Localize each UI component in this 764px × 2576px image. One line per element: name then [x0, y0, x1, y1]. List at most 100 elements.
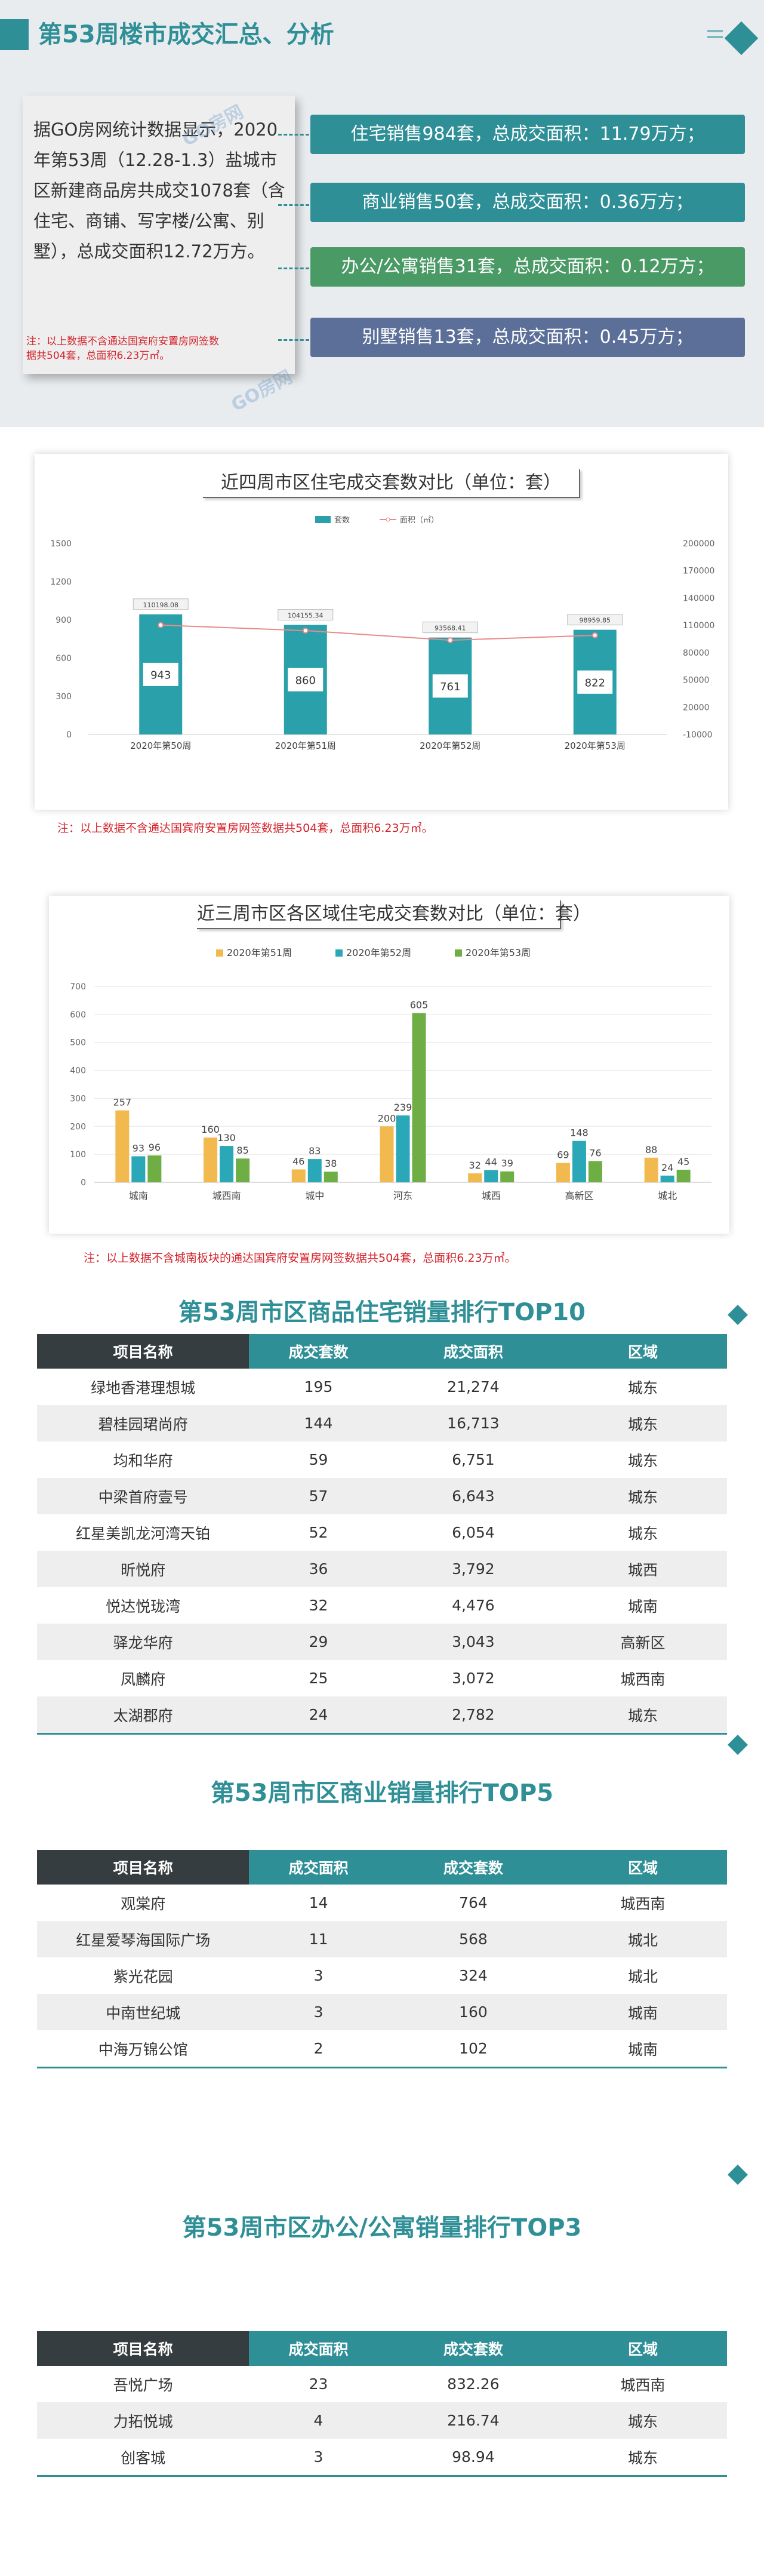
line-point	[447, 637, 454, 644]
y-tick-label: 500	[70, 1038, 86, 1048]
table-commercial-title: 第53周市区商业销量排行TOP5	[210, 1779, 554, 1807]
stat-pill-text: 商业销售50套，总成交面积：0.36万方；	[362, 192, 694, 213]
value-cell: 14	[249, 1885, 388, 1921]
area-line	[161, 624, 595, 641]
y-tick-label: 200	[70, 1122, 86, 1132]
chart-district-title: 近三周市区各区域住宅成交套数对比（单位：套）	[197, 900, 591, 929]
bar-value-label: 93	[133, 1142, 144, 1154]
bar	[484, 1170, 498, 1182]
legend-label: 2020年第52周	[346, 947, 411, 958]
district-cell: 城北	[558, 1921, 727, 1957]
value-cell: 568	[387, 1921, 559, 1957]
table-header: 成交面积	[249, 1850, 388, 1885]
value-cell: 832.26	[387, 2366, 559, 2402]
y2-tick-label: -10000	[683, 730, 713, 740]
table-header: 成交面积	[387, 1334, 559, 1369]
y-tick-label: 700	[70, 982, 86, 992]
table-row: 昕悦府 36 3,792 城西	[37, 1551, 727, 1587]
bar-value-box	[432, 674, 469, 699]
x-tick-label: 城西南	[212, 1190, 241, 1201]
bar-value-label: 45	[677, 1156, 689, 1167]
x-tick-label: 城中	[305, 1190, 324, 1201]
table-header: 成交套数	[387, 1850, 559, 1885]
table-row: 红星美凯龙河湾天铂 52 6,054 城东	[37, 1514, 727, 1551]
value-cell: 160	[387, 1994, 559, 2030]
value-cell: 2,782	[387, 1696, 559, 1735]
district-cell: 城西南	[558, 1885, 727, 1921]
value-cell: 764	[387, 1885, 559, 1921]
bar	[396, 1115, 410, 1182]
table-row: 观棠府 14 764 城西南	[37, 1885, 727, 1921]
bar-value-label: 148	[570, 1127, 589, 1139]
table-residential: 项目名称 成交套数 成交面积 区域 绿地香港理想城 195 21,274 城东 碧桂园珺…	[37, 1334, 727, 1735]
line-point	[158, 622, 164, 628]
bar-value-label: 46	[292, 1155, 304, 1167]
stat-pill-text: 别墅销售13套，总成交面积：0.45万方；	[362, 327, 694, 348]
y-tick-label: 600	[56, 654, 72, 663]
line-point	[592, 632, 598, 638]
chart-district-note: 注：以上数据不含城南板块的通达国宾府安置房网签数据共504套，总面积6.23万㎡…	[84, 1252, 516, 1265]
x-tick-label: 城西	[482, 1190, 501, 1201]
legend-label: 套数	[334, 515, 350, 525]
bar-value-box	[577, 669, 614, 694]
stat-pill-office: 办公/公寓销售31套，总成交面积：0.12万方；	[310, 247, 745, 287]
bar-value-label: 88	[645, 1144, 657, 1155]
bar-value-label: 32	[469, 1160, 481, 1171]
project-name-cell: 创客城	[37, 2439, 249, 2477]
table-header: 成交面积	[249, 2331, 388, 2366]
bar-value-label: 160	[201, 1124, 220, 1135]
x-tick-label: 高新区	[565, 1190, 593, 1201]
stat-pill-villa: 别墅销售13套，总成交面积：0.45万方；	[310, 318, 745, 357]
table-header: 项目名称	[37, 1850, 249, 1885]
project-name-cell: 悦达悦珑湾	[37, 1587, 249, 1624]
district-cell: 城东	[559, 1405, 727, 1441]
district-cell: 城南	[559, 1587, 727, 1624]
value-cell: 3	[249, 1994, 388, 2030]
connector-line	[278, 268, 309, 270]
project-name-cell: 力拓悦城	[37, 2402, 249, 2439]
bar-value-label: 239	[394, 1102, 412, 1113]
table-row: 驿龙华府 29 3,043 高新区	[37, 1624, 727, 1660]
bar	[307, 1159, 322, 1182]
stat-pill-text: 办公/公寓销售31套，总成交面积：0.12万方；	[341, 256, 714, 277]
y2-tick-label: 200000	[683, 539, 714, 549]
bar-value-label: 24	[661, 1162, 673, 1173]
bar	[220, 1146, 234, 1182]
bar-value-label: 39	[501, 1158, 513, 1169]
bar-value-label: 257	[113, 1097, 132, 1108]
table-row: 吾悦广场 23 832.26 城西南	[37, 2366, 727, 2402]
value-cell: 216.74	[387, 2402, 559, 2439]
chart-weekly-note: 注：以上数据不含通达国宾府安置房网签数据共504套，总面积6.23万㎡。	[57, 822, 433, 835]
district-cell: 城东	[559, 2402, 727, 2439]
value-cell: 4	[249, 2402, 388, 2439]
legend-swatch	[315, 516, 331, 523]
table-header: 项目名称	[37, 1334, 249, 1369]
y-tick-label: 0	[81, 1178, 86, 1188]
project-name-cell: 碧桂园珺尚府	[37, 1405, 249, 1441]
district-cell: 城东	[559, 1478, 727, 1514]
bar	[291, 1169, 306, 1182]
project-name-cell: 昕悦府	[37, 1551, 249, 1587]
legend-swatch	[386, 517, 390, 522]
bar	[468, 1173, 482, 1182]
value-cell: 195	[249, 1369, 388, 1405]
district-cell: 高新区	[559, 1624, 727, 1660]
value-cell: 36	[249, 1551, 388, 1587]
y-tick-label: 100	[70, 1150, 86, 1160]
table-residential-title: 第53周市区商品住宅销量排行TOP10	[178, 1299, 586, 1326]
district-cell: 城东	[559, 2439, 727, 2477]
y-tick-label: 1500	[50, 539, 72, 549]
bar	[660, 1175, 674, 1182]
table-header: 区域	[559, 2331, 727, 2366]
district-cell: 城东	[559, 1369, 727, 1405]
x-tick-label: 2020年第53周	[565, 740, 626, 751]
project-name-cell: 绿地香港理想城	[37, 1369, 249, 1405]
line-point	[302, 628, 309, 634]
value-cell: 3,072	[387, 1660, 559, 1696]
y-tick-label: 1200	[50, 577, 72, 587]
bar	[324, 1172, 338, 1182]
x-tick-label: 2020年第50周	[130, 740, 191, 751]
bar-value-label: 761	[440, 681, 460, 693]
diamond-icon	[728, 1735, 748, 1755]
line-value-label: 104155.34	[288, 612, 324, 620]
